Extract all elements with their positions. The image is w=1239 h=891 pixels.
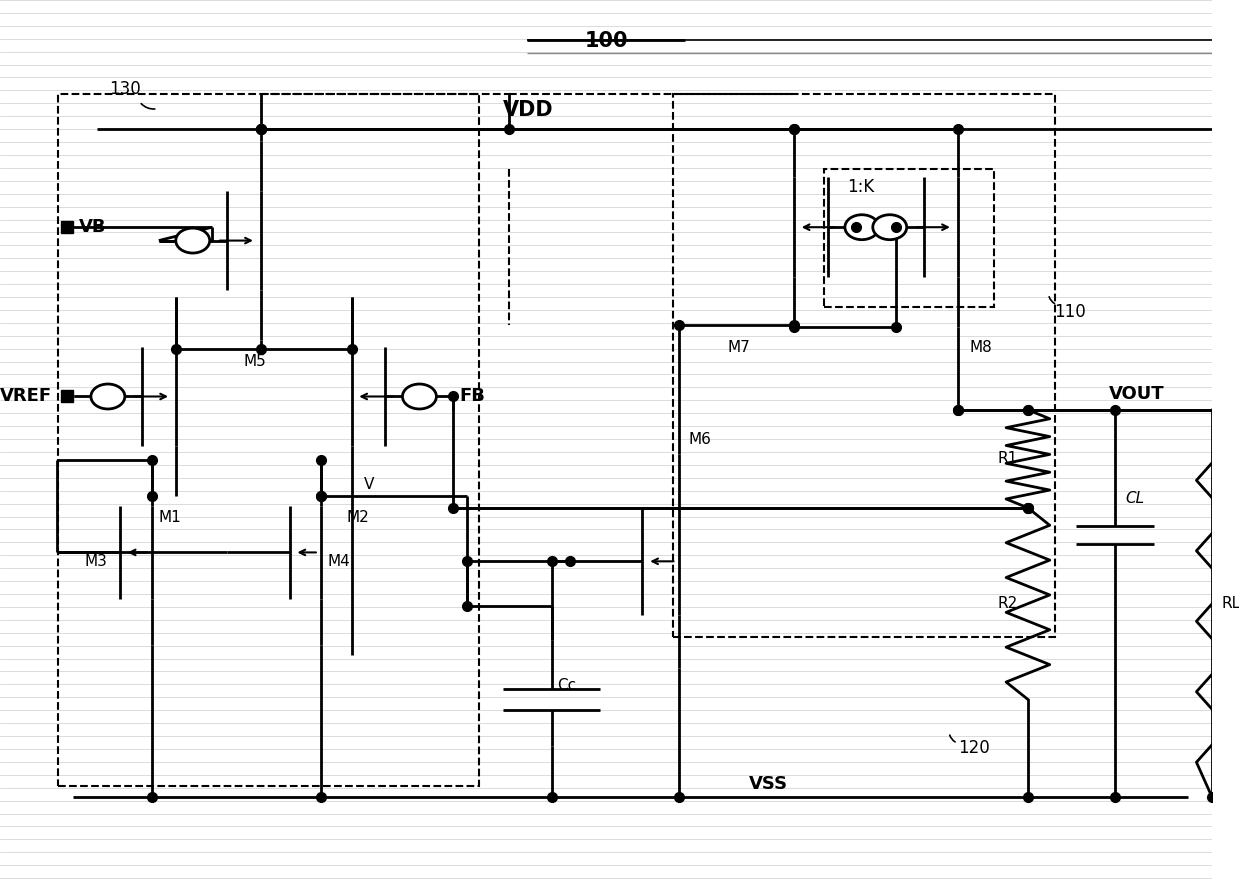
Text: 110: 110 (1054, 303, 1087, 321)
Text: M8: M8 (970, 340, 992, 356)
Text: V: V (364, 477, 374, 492)
Circle shape (845, 215, 878, 240)
Text: 130: 130 (109, 80, 141, 98)
Text: CL: CL (1125, 492, 1144, 506)
Text: 1:K: 1:K (847, 178, 875, 196)
Text: VREF: VREF (0, 388, 52, 405)
Circle shape (872, 215, 907, 240)
Text: M7: M7 (727, 340, 750, 356)
Circle shape (90, 384, 125, 409)
Text: 100: 100 (585, 31, 628, 51)
Circle shape (176, 228, 209, 253)
Text: Cc: Cc (558, 678, 576, 693)
Text: R2: R2 (997, 596, 1018, 611)
Text: M1: M1 (159, 510, 181, 525)
Text: M2: M2 (346, 510, 369, 525)
Text: M4: M4 (327, 554, 351, 568)
Bar (824, 169, 994, 307)
Text: M6: M6 (689, 432, 711, 447)
Text: R1: R1 (997, 452, 1018, 466)
Circle shape (403, 384, 436, 409)
Text: M3: M3 (84, 554, 108, 568)
Text: RL: RL (1222, 596, 1239, 611)
Text: 120: 120 (958, 740, 990, 757)
Bar (58, 94, 478, 786)
Text: VOUT: VOUT (1109, 385, 1165, 403)
Text: M5: M5 (243, 354, 266, 369)
Text: VDD: VDD (503, 101, 554, 120)
Bar (673, 94, 1054, 637)
Text: VSS: VSS (750, 775, 788, 793)
Text: FB: FB (460, 388, 486, 405)
Text: VB: VB (79, 218, 107, 236)
